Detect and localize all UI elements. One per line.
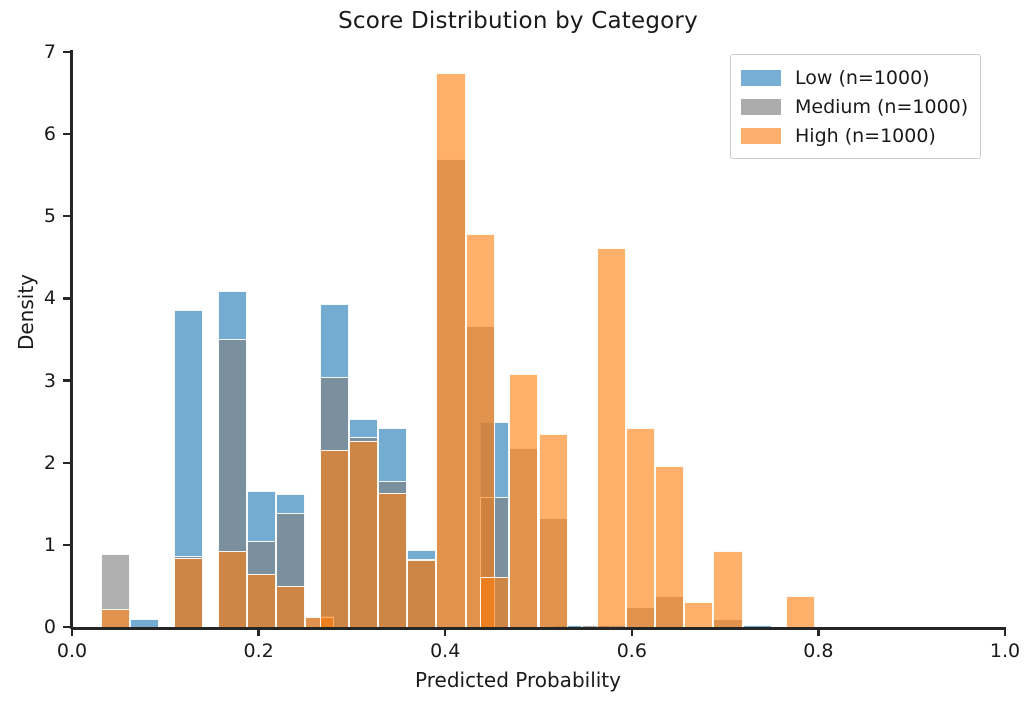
histogram-bar xyxy=(596,247,626,627)
legend-item-label: Low (n=1000) xyxy=(795,66,930,89)
y-tick-mark xyxy=(63,543,70,547)
histogram-bar xyxy=(742,624,772,627)
y-axis-label: Density xyxy=(14,273,38,351)
x-axis-label: Predicted Probability xyxy=(415,668,621,692)
y-axis-spine xyxy=(70,50,73,629)
histogram-bar xyxy=(276,585,306,627)
legend-item[interactable]: Medium (n=1000) xyxy=(741,92,968,121)
x-tick-label: 1.0 xyxy=(989,640,1021,662)
x-tick-label: 0.6 xyxy=(616,640,647,662)
histogram-bar xyxy=(319,449,349,627)
histogram-bar xyxy=(101,608,131,627)
x-tick-mark xyxy=(70,629,74,636)
histogram-bar xyxy=(217,551,247,627)
histogram-bar xyxy=(538,433,568,627)
legend-color-swatch xyxy=(741,127,781,144)
legend-color-swatch xyxy=(741,69,781,86)
histogram-bar xyxy=(378,493,408,627)
x-tick-mark xyxy=(444,629,447,636)
legend-item-label: High (n=1000) xyxy=(795,124,936,147)
x-tick-label: 0.8 xyxy=(803,640,834,662)
legend-color-swatch xyxy=(741,98,781,115)
y-tick-label: 5 xyxy=(43,205,56,228)
histogram-bar xyxy=(130,618,160,627)
chart-title: Score Distribution by Category xyxy=(338,8,698,34)
y-tick-mark xyxy=(63,215,70,218)
histogram-bar xyxy=(684,601,714,627)
y-tick-mark xyxy=(63,297,70,300)
x-tick-mark xyxy=(1003,629,1007,636)
y-tick-label: 1 xyxy=(43,533,56,556)
histogram-bar xyxy=(349,440,379,627)
x-tick-mark xyxy=(257,629,260,636)
y-tick-label: 4 xyxy=(43,287,56,310)
y-tick-mark xyxy=(63,132,70,136)
x-tick-mark xyxy=(817,629,820,636)
y-tick-label: 7 xyxy=(43,41,56,63)
x-tick-label: 0.4 xyxy=(430,640,461,662)
legend-item-label: Medium (n=1000) xyxy=(795,95,969,118)
histogram-bar xyxy=(655,466,685,627)
x-tick-mark xyxy=(630,629,633,636)
y-tick-mark xyxy=(63,461,70,464)
y-tick-mark xyxy=(63,379,70,382)
y-tick-label: 3 xyxy=(43,369,56,392)
y-tick-label: 0 xyxy=(43,616,56,638)
histogram-bar xyxy=(465,233,495,627)
histogram-bar xyxy=(509,374,539,627)
histogram-bar xyxy=(713,551,743,627)
histogram-bar xyxy=(436,72,466,627)
x-tick-label: 0.0 xyxy=(56,640,88,662)
y-tick-mark xyxy=(63,625,70,629)
legend-item[interactable]: Low (n=1000) xyxy=(741,63,968,92)
legend: Low (n=1000) Medium (n=1000) High (n=1000) xyxy=(730,54,982,159)
histogram-bar xyxy=(246,573,277,627)
histogram-bar xyxy=(174,558,204,627)
y-tick-mark xyxy=(63,50,70,54)
histogram-bar xyxy=(625,428,656,627)
histogram-bar xyxy=(407,560,437,627)
legend-item[interactable]: High (n=1000) xyxy=(741,121,968,150)
y-tick-label: 2 xyxy=(43,451,56,474)
x-tick-label: 0.2 xyxy=(243,640,274,662)
x-axis-spine xyxy=(72,627,1006,630)
histogram-bar xyxy=(786,595,816,627)
histogram-bar xyxy=(480,576,510,627)
y-tick-label: 6 xyxy=(43,123,56,146)
